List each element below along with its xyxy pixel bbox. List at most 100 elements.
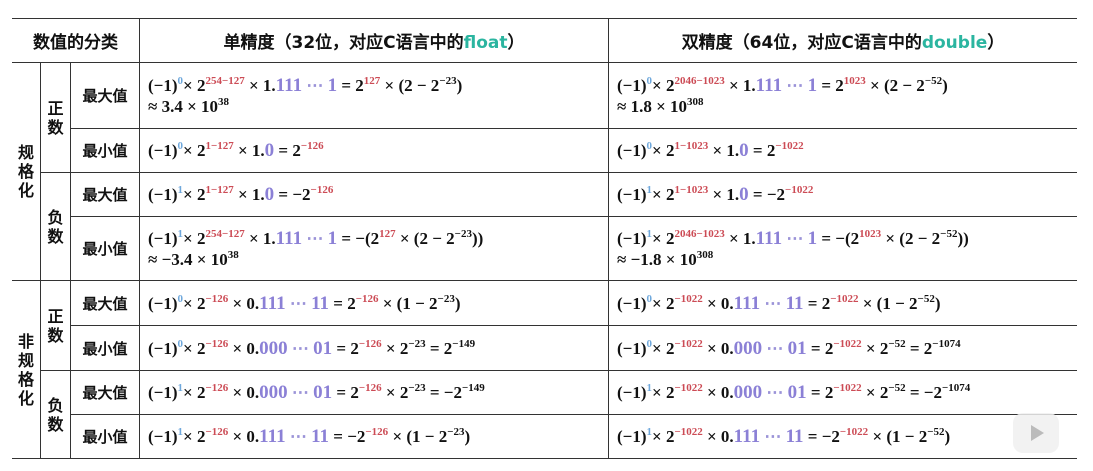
formula-text: × 0.: [702, 338, 734, 358]
formula-text: = 2: [332, 383, 359, 402]
formula-text: × (2 − 2: [395, 228, 455, 248]
exponent-value: −126: [365, 426, 389, 438]
exponent-value: 127: [379, 227, 396, 240]
exponent-value: 127: [363, 74, 381, 87]
formula-cell: (−1)0× 2−1022 × 0.000 ⋯ 01 = 2−1022 × 2−…: [608, 325, 1077, 371]
mantissa-digits: 000: [259, 382, 288, 403]
formula-text: × (1 − 2: [868, 427, 928, 446]
max-label: 最大值: [70, 62, 140, 129]
category-header: 数值的分类: [12, 18, 140, 63]
formula-text: (−1): [148, 185, 178, 204]
video-play-watermark-icon: [1013, 413, 1059, 453]
formula-cell: (−1)0× 2−126 × 0.000 ⋯ 01 = 2−126 × 2−23…: [139, 325, 609, 371]
max-label: 最大值: [70, 280, 140, 326]
formula-text: × 1.: [708, 141, 740, 160]
formula-text: × 2: [861, 338, 889, 358]
ellipsis: ⋯: [285, 427, 312, 446]
formula-text: × 1.: [244, 75, 276, 95]
formula-text: × 1.: [724, 228, 756, 248]
formula-text: (−1): [617, 228, 647, 248]
formula-text: (−1): [617, 293, 647, 313]
formula-text: )): [957, 228, 969, 248]
exponent-value: 1023: [843, 74, 866, 87]
superscript: 308: [696, 248, 714, 261]
mantissa-digits: 000: [259, 337, 288, 359]
exponent-value: −126: [205, 337, 229, 350]
float-keyword: float: [463, 33, 508, 53]
formula-cell: (−1)1× 21−1023 × 1.0 = −2−1022: [608, 172, 1077, 217]
mantissa-digits: 0: [264, 140, 275, 161]
sign-exponent: 1: [177, 227, 184, 240]
formula-text: = 2: [337, 75, 364, 95]
mantissa-digits: 1: [327, 74, 338, 96]
formula-text: × 0.: [228, 338, 260, 358]
superscript: −23: [437, 292, 455, 305]
formula-text: = −2: [329, 427, 366, 446]
exponent-value: −126: [355, 292, 379, 305]
superscript: 308: [687, 95, 704, 108]
exponent-value: 1−127: [205, 140, 234, 152]
formula-text: ): [456, 75, 463, 95]
mantissa-digits: 111: [275, 227, 303, 249]
sign-exponent: 0: [177, 337, 184, 350]
exponent-value: 254−127: [205, 227, 245, 240]
exponent-value: 1−1023: [674, 140, 709, 152]
formula-text: = 2: [329, 293, 356, 313]
exponent-value: 1−1023: [674, 184, 709, 196]
mantissa-digits: 111: [259, 292, 286, 314]
single-header-suffix: ）: [507, 33, 525, 53]
formula-text: × 2: [652, 338, 675, 358]
formula-text: × 1.: [724, 75, 756, 95]
formula-text: = 2: [425, 338, 453, 358]
mantissa-digits: 11: [311, 292, 330, 314]
formula-cell: (−1)1× 2254−127 × 1.111 ⋯ 1 = −(2127 × (…: [139, 216, 609, 281]
superscript: −52: [917, 292, 935, 305]
formula-text: = 2: [748, 141, 776, 160]
mantissa-digits: 1: [807, 74, 818, 96]
ellipsis: ⋯: [285, 293, 312, 313]
mantissa-digits: 000: [733, 382, 763, 403]
exponent-value: −126: [358, 382, 382, 394]
sign-exponent: 1: [177, 382, 184, 394]
exponent-value: 2046−1023: [674, 227, 725, 240]
superscript: −23: [408, 337, 426, 350]
exponent-value: −1022: [830, 292, 859, 305]
superscript: −52: [927, 426, 945, 438]
superscript: −52: [924, 74, 943, 87]
formula-text: × 2: [183, 427, 206, 446]
min-label: 最小值: [70, 414, 140, 459]
mantissa-digits: 0: [264, 184, 275, 205]
formula-cell: (−1)1× 2−126 × 0.111 ⋯ 11 = −2−126 × (1 …: [139, 414, 609, 459]
sign-exponent: 0: [646, 74, 653, 87]
superscript: −23: [447, 426, 465, 438]
formula-text: × 2: [652, 383, 675, 402]
formula-text: × 0.: [228, 427, 260, 446]
sign-exponent: 1: [646, 426, 653, 438]
sign-exponent: 1: [646, 227, 653, 240]
formula-text: = 2: [274, 141, 301, 160]
formula-text: × (1 − 2: [378, 293, 438, 313]
superscript: −23: [408, 382, 426, 394]
mantissa-digits: 111: [755, 74, 783, 96]
formula-text: × (2 − 2: [881, 228, 941, 248]
mantissa-digits: 01: [787, 337, 807, 359]
superscript: 38: [227, 248, 239, 261]
formula-text: = −2: [905, 383, 942, 402]
formula-text: × 2: [183, 338, 206, 358]
mantissa-digits: 01: [787, 382, 807, 403]
exponent-value: 2046−1023: [674, 74, 725, 87]
formula-text: (−1): [617, 185, 647, 204]
exponent-value: −1022: [674, 292, 703, 305]
formula-text: (−1): [617, 383, 647, 402]
formula-text: × 0.: [228, 293, 260, 313]
formula-text: × 2: [652, 228, 675, 248]
superscript: −149: [461, 382, 485, 394]
mantissa-digits: 111: [755, 227, 783, 249]
exponent-value: −126: [205, 292, 229, 305]
formula-text: × 2: [381, 383, 409, 402]
formula-text: (−1): [617, 427, 647, 446]
mantissa-digits: 11: [785, 292, 804, 314]
formula-text: = −2: [803, 427, 840, 446]
ellipsis: ⋯: [762, 338, 788, 358]
formula-cell: (−1)1× 2−126 × 0.000 ⋯ 01 = 2−126 × 2−23…: [139, 370, 609, 415]
